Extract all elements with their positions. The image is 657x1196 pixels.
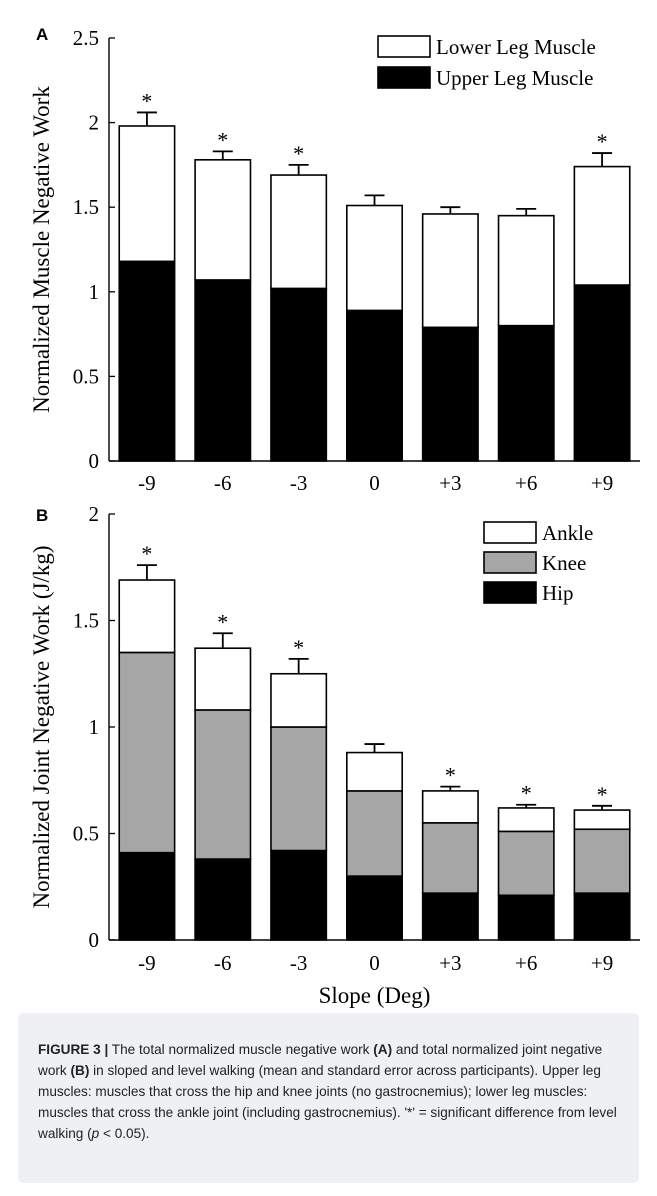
y-tick-label-2: 1 <box>89 715 100 739</box>
legend-label-1: Upper Leg Muscle <box>436 66 593 90</box>
panel-a-letter: A <box>36 25 48 44</box>
panel-b: B * -9 * -6 * -3 0 * +3 * +6 * +9 0 0.5 1 1.5 2 Normalized… <box>29 502 640 1008</box>
legend-label-2: Hip <box>542 581 574 605</box>
significance-star-1: * <box>217 127 228 152</box>
bar-hip-5 <box>497 894 555 941</box>
bar-hip-4 <box>421 892 479 941</box>
bar-hip-0 <box>118 851 176 941</box>
significance-star-1: * <box>217 609 228 634</box>
caption-text-3: in sloped and level walking (mean and st… <box>38 1063 617 1141</box>
caption-text-2: and total normalized joint negative work <box>38 1042 603 1078</box>
bar-lower-leg-muscle-2 <box>270 174 328 290</box>
bar-upper-leg-muscle-1 <box>194 279 252 462</box>
x-tick-label-4: +3 <box>439 951 461 975</box>
caption-p-symbol: p <box>91 1126 100 1141</box>
legend-swatch-2 <box>483 581 537 604</box>
y-tick-label-0: 0 <box>89 449 100 473</box>
significance-star-2: * <box>293 141 304 166</box>
bar-lower-leg-muscle-6 <box>573 165 631 286</box>
panel-a: A * -9 * -6 * -3 0 +3 +6 * +9 0 0.5 1 1.5 2 2.5 Normalize… <box>29 25 640 495</box>
caption-label: FIGURE 3 | <box>38 1042 109 1057</box>
bar-knee-2 <box>270 726 328 852</box>
x-tick-label-0: -9 <box>138 471 156 495</box>
x-tick-label-2: -3 <box>290 471 308 495</box>
y-tick-label-2: 1 <box>89 280 100 304</box>
x-tick-label-5: +6 <box>515 471 537 495</box>
bar-upper-leg-muscle-5 <box>497 324 555 462</box>
bar-ankle-1 <box>194 647 252 711</box>
legend-swatch-1 <box>377 66 431 89</box>
x-tick-label-1: -6 <box>214 951 232 975</box>
bar-ankle-2 <box>270 672 328 728</box>
bar-ankle-0 <box>118 579 176 654</box>
x-tick-label-3: 0 <box>369 471 380 495</box>
x-axis-label: Slope (Deg) <box>319 983 431 1008</box>
y-tick-label-4: 2 <box>89 111 100 135</box>
significance-star-5: * <box>521 781 532 806</box>
bar-upper-leg-muscle-0 <box>118 260 176 462</box>
significance-star-0: * <box>141 88 152 113</box>
significance-star-2: * <box>293 635 304 660</box>
bar-knee-1 <box>194 709 252 860</box>
bar-upper-leg-muscle-2 <box>270 287 328 462</box>
x-tick-label-5: +6 <box>515 951 537 975</box>
legend-label-1: Knee <box>542 551 586 575</box>
bar-upper-leg-muscle-6 <box>573 284 631 462</box>
legend-label-0: Ankle <box>542 521 593 545</box>
bar-hip-3 <box>346 875 403 941</box>
bar-upper-leg-muscle-3 <box>346 309 403 462</box>
bar-hip-6 <box>573 892 631 941</box>
x-tick-label-2: -3 <box>290 951 308 975</box>
bar-ankle-3 <box>346 751 403 792</box>
significance-star-4: * <box>445 763 456 788</box>
bar-knee-5 <box>497 830 555 897</box>
bar-ankle-4 <box>421 790 479 824</box>
significance-star-0: * <box>141 541 152 566</box>
bar-lower-leg-muscle-0 <box>118 125 176 263</box>
bar-lower-leg-muscle-5 <box>497 214 555 327</box>
bar-knee-4 <box>421 822 479 894</box>
legend-swatch-0 <box>377 35 431 58</box>
bar-lower-leg-muscle-1 <box>194 159 252 281</box>
y-tick-label-3: 1.5 <box>73 609 99 633</box>
bar-lower-leg-muscle-4 <box>421 213 479 329</box>
y-tick-label-4: 2 <box>89 502 100 526</box>
y-tick-label-1: 0.5 <box>73 364 99 388</box>
bar-upper-leg-muscle-4 <box>421 326 479 462</box>
significance-star-6: * <box>597 129 608 154</box>
bar-knee-0 <box>118 651 176 854</box>
y-axis-label: Normalized Joint Negative Work (J/kg) <box>29 545 54 908</box>
panel-b-letter: B <box>36 506 48 525</box>
caption-ref-b: (B) <box>70 1063 90 1078</box>
bar-hip-2 <box>270 849 328 941</box>
figure-caption: FIGURE 3 | The total normalized muscle n… <box>18 1013 639 1183</box>
x-tick-label-3: 0 <box>369 951 380 975</box>
y-tick-label-0: 0 <box>89 928 100 952</box>
x-tick-label-0: -9 <box>138 951 156 975</box>
y-tick-label-3: 1.5 <box>73 195 99 219</box>
y-tick-label-5: 2.5 <box>73 26 99 50</box>
legend-swatch-0 <box>483 521 537 544</box>
bar-hip-1 <box>194 858 252 941</box>
x-tick-label-4: +3 <box>439 471 461 495</box>
bar-knee-6 <box>573 828 631 894</box>
x-tick-label-6: +9 <box>591 471 613 495</box>
significance-star-6: * <box>597 782 608 807</box>
caption-text-1: The total normalized muscle negative wor… <box>108 1042 374 1057</box>
legend-swatch-1 <box>483 551 537 574</box>
x-tick-label-6: +9 <box>591 951 613 975</box>
caption-text-4: < 0.05). <box>99 1126 150 1141</box>
y-axis-label: Normalized Muscle Negative Work <box>29 86 54 413</box>
bar-knee-3 <box>346 790 403 877</box>
bar-ankle-6 <box>573 809 631 831</box>
legend-label-0: Lower Leg Muscle <box>436 35 596 59</box>
bar-lower-leg-muscle-3 <box>346 204 403 312</box>
caption-ref-a: (A) <box>373 1042 393 1057</box>
bar-ankle-5 <box>497 807 555 833</box>
x-tick-label-1: -6 <box>214 471 232 495</box>
y-tick-label-1: 0.5 <box>73 822 99 846</box>
